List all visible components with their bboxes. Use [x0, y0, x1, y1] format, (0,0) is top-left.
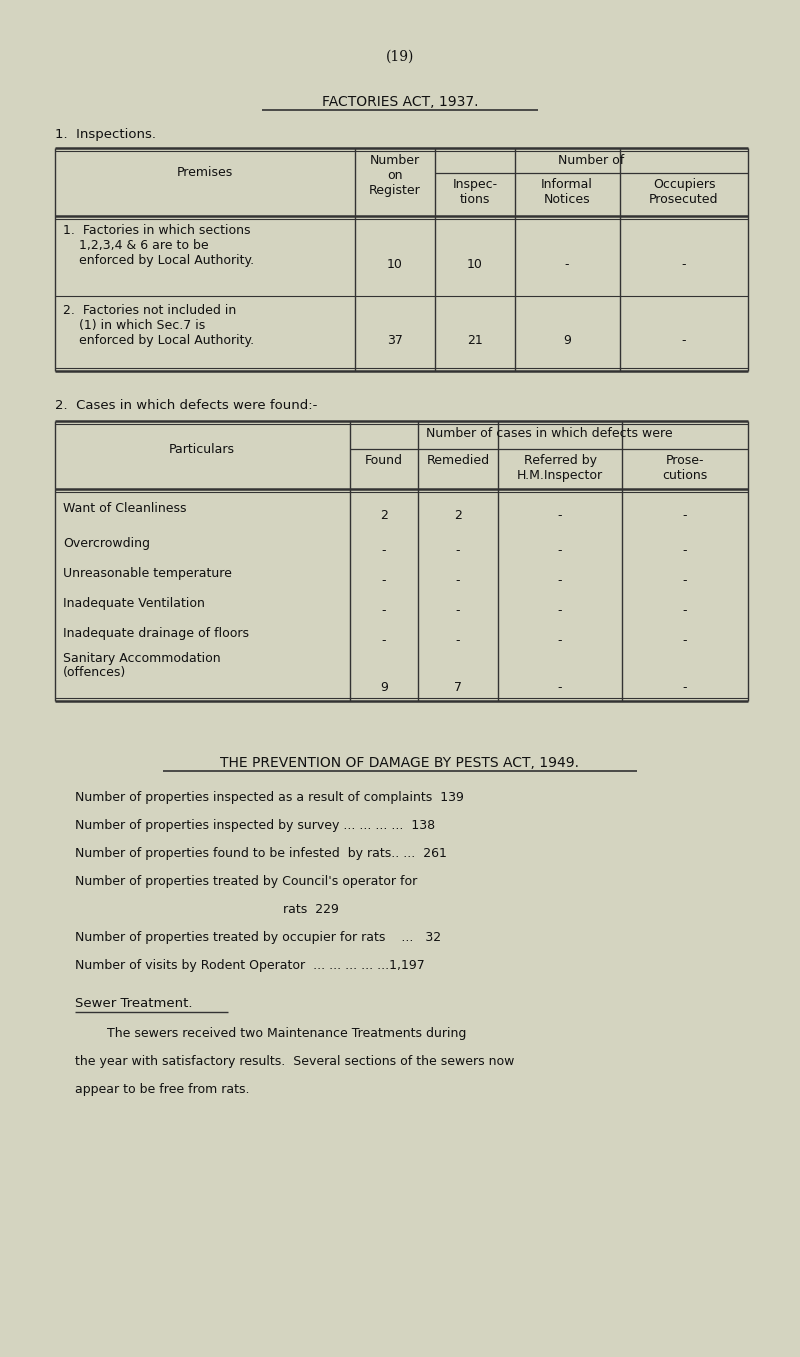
Text: -: - [382, 634, 386, 647]
Text: -: - [565, 258, 570, 271]
Text: Unreasonable temperature: Unreasonable temperature [63, 567, 232, 579]
Text: -: - [558, 634, 562, 647]
Text: Number of properties found to be infested  by rats.. ...  261: Number of properties found to be infeste… [75, 847, 447, 860]
Text: 9: 9 [563, 334, 571, 347]
Text: The sewers received two Maintenance Treatments during: The sewers received two Maintenance Trea… [75, 1027, 466, 1039]
Text: -: - [558, 544, 562, 556]
Text: 2.  Factories not included in
    (1) in which Sec.7 is
    enforced by Local Au: 2. Factories not included in (1) in whic… [63, 304, 254, 347]
Text: -: - [382, 574, 386, 588]
Text: Prose-
cutions: Prose- cutions [662, 455, 708, 482]
Text: -: - [682, 544, 687, 556]
Text: -: - [456, 604, 460, 617]
Text: 2: 2 [380, 509, 388, 522]
Text: Number of properties inspected as a result of complaints  139: Number of properties inspected as a resu… [75, 791, 464, 803]
Text: Inspec-
tions: Inspec- tions [453, 178, 498, 206]
Text: -: - [682, 509, 687, 522]
Text: FACTORIES ACT, 1937.: FACTORIES ACT, 1937. [322, 95, 478, 109]
Text: Number
on
Register: Number on Register [369, 153, 421, 197]
Text: -: - [558, 681, 562, 693]
Text: -: - [682, 634, 687, 647]
Text: Sewer Treatment.: Sewer Treatment. [75, 997, 193, 1010]
Text: 21: 21 [467, 334, 483, 347]
Text: Overcrowding: Overcrowding [63, 537, 150, 550]
Text: (offences): (offences) [63, 666, 126, 678]
Text: -: - [558, 574, 562, 588]
Text: -: - [456, 544, 460, 556]
Text: Number of: Number of [558, 153, 624, 167]
Text: 7: 7 [454, 681, 462, 693]
Text: 2.  Cases in which defects were found:-: 2. Cases in which defects were found:- [55, 399, 318, 413]
Text: -: - [382, 604, 386, 617]
Text: Inadequate drainage of floors: Inadequate drainage of floors [63, 627, 249, 641]
Text: rats  229: rats 229 [75, 902, 339, 916]
Text: Want of Cleanliness: Want of Cleanliness [63, 502, 186, 516]
Text: Referred by
H.M.Inspector: Referred by H.M.Inspector [517, 455, 603, 482]
Text: appear to be free from rats.: appear to be free from rats. [75, 1083, 250, 1096]
Text: -: - [382, 544, 386, 556]
Text: 1.  Factories in which sections
    1,2,3,4 & 6 are to be
    enforced by Local : 1. Factories in which sections 1,2,3,4 &… [63, 224, 254, 267]
Text: -: - [558, 604, 562, 617]
Text: -: - [456, 574, 460, 588]
Text: -: - [682, 258, 686, 271]
Text: Remedied: Remedied [426, 455, 490, 467]
Text: Occupiers
Prosecuted: Occupiers Prosecuted [650, 178, 718, 206]
Text: Number of visits by Rodent Operator  ... ... ... ... ...1,197: Number of visits by Rodent Operator ... … [75, 959, 425, 972]
Text: Number of properties inspected by survey ... ... ... ...  138: Number of properties inspected by survey… [75, 820, 435, 832]
Text: Found: Found [365, 455, 403, 467]
Text: 37: 37 [387, 334, 403, 347]
Text: -: - [456, 634, 460, 647]
Text: Sanitary Accommodation: Sanitary Accommodation [63, 651, 221, 665]
Text: 10: 10 [467, 258, 483, 271]
Text: -: - [682, 681, 687, 693]
Text: 10: 10 [387, 258, 403, 271]
Text: (19): (19) [386, 50, 414, 64]
Text: Number of properties treated by occupier for rats    ...   32: Number of properties treated by occupier… [75, 931, 441, 944]
Text: -: - [682, 604, 687, 617]
Text: Inadequate Ventilation: Inadequate Ventilation [63, 597, 205, 611]
Text: -: - [558, 509, 562, 522]
Text: 1.  Inspections.: 1. Inspections. [55, 128, 156, 141]
Text: Premises: Premises [177, 166, 233, 179]
Text: 2: 2 [454, 509, 462, 522]
Text: the year with satisfactory results.  Several sections of the sewers now: the year with satisfactory results. Seve… [75, 1054, 514, 1068]
Text: Number of properties treated by Council's operator for: Number of properties treated by Council'… [75, 875, 418, 887]
Text: 9: 9 [380, 681, 388, 693]
Text: Particulars: Particulars [169, 442, 235, 456]
Text: -: - [682, 334, 686, 347]
Text: -: - [682, 574, 687, 588]
Text: Number of cases in which defects were: Number of cases in which defects were [426, 427, 672, 440]
Text: Informal
Notices: Informal Notices [541, 178, 593, 206]
Text: THE PREVENTION OF DAMAGE BY PESTS ACT, 1949.: THE PREVENTION OF DAMAGE BY PESTS ACT, 1… [221, 756, 579, 769]
